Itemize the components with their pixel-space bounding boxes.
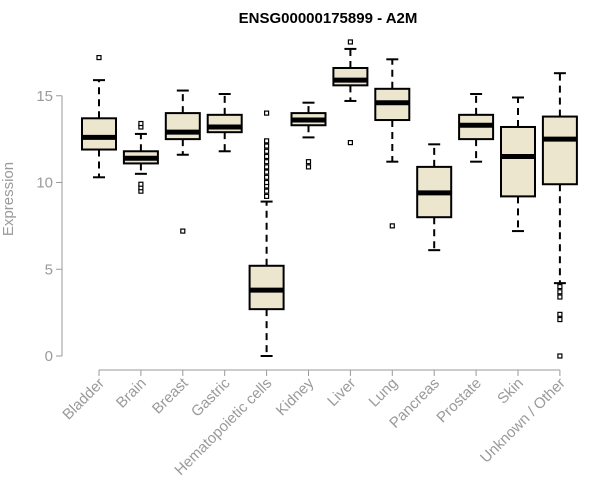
- outlier-point: [389, 223, 395, 229]
- x-tick-label: Breast: [149, 374, 192, 417]
- x-tick-label: Brain: [113, 375, 150, 412]
- outlier-point: [264, 138, 270, 144]
- outlier-point: [305, 164, 312, 170]
- box-body: [206, 113, 243, 134]
- outlier-point: [264, 110, 270, 116]
- outlier-point: [264, 179, 270, 186]
- box-hematopoietic-cells: [248, 110, 285, 357]
- x-tick-label: Liver: [324, 375, 359, 410]
- x-tick-label: Kidney: [273, 374, 318, 419]
- box-lung: [374, 58, 411, 229]
- outlier-point: [138, 120, 144, 127]
- box-brain: [122, 120, 159, 194]
- box-unknown-other: [541, 72, 578, 359]
- box-liver: [332, 39, 369, 146]
- y-axis: 0 5 10 15: [36, 88, 63, 365]
- outlier-point: [347, 39, 353, 45]
- box-body: [248, 264, 285, 311]
- box-body: [164, 112, 201, 141]
- y-tick-label: 0: [45, 348, 53, 365]
- outlier-point: [264, 164, 270, 170]
- outlier-point: [557, 316, 563, 323]
- box-body: [81, 117, 117, 151]
- box-body: [332, 66, 369, 87]
- box-kidney: [290, 101, 327, 170]
- outlier-point: [305, 159, 312, 165]
- box-breast: [164, 89, 201, 234]
- y-tick-label: 15: [36, 88, 53, 105]
- box-prostate: [458, 93, 495, 163]
- y-tick-label: 5: [45, 261, 53, 278]
- outlier-point: [264, 148, 270, 154]
- x-tick-label: Prostate: [433, 375, 485, 427]
- y-tick-label: 10: [36, 175, 53, 192]
- y-axis-label: Expression: [0, 162, 17, 236]
- outlier-point: [180, 228, 186, 234]
- outlier-point: [138, 181, 144, 187]
- box-bladder: [81, 54, 117, 179]
- outlier-point: [264, 193, 270, 199]
- x-tick-label: Lung: [366, 375, 402, 411]
- outlier-point: [347, 139, 353, 146]
- x-tick-label: Bladder: [59, 375, 108, 424]
- outlier-point: [264, 188, 270, 194]
- box-body: [500, 125, 536, 198]
- outlier-point: [264, 174, 270, 180]
- box-body: [541, 115, 578, 186]
- outlier-point: [557, 311, 563, 317]
- outlier-point: [264, 143, 270, 149]
- x-tick-label: Skin: [494, 375, 527, 408]
- box-skin: [500, 96, 536, 233]
- outlier-point: [557, 353, 563, 359]
- outlier-point: [557, 284, 563, 290]
- outlier-point: [96, 54, 102, 61]
- box-gastric: [206, 93, 243, 153]
- outlier-point: [557, 294, 563, 300]
- outlier-point: [264, 153, 270, 160]
- outlier-point: [264, 169, 270, 175]
- chart-title: ENSG00000175899 - A2M: [239, 10, 418, 27]
- box-pancreas: [416, 143, 453, 252]
- boxes-group: [81, 39, 578, 359]
- outlier-point: [557, 289, 563, 295]
- outlier-point: [264, 159, 270, 165]
